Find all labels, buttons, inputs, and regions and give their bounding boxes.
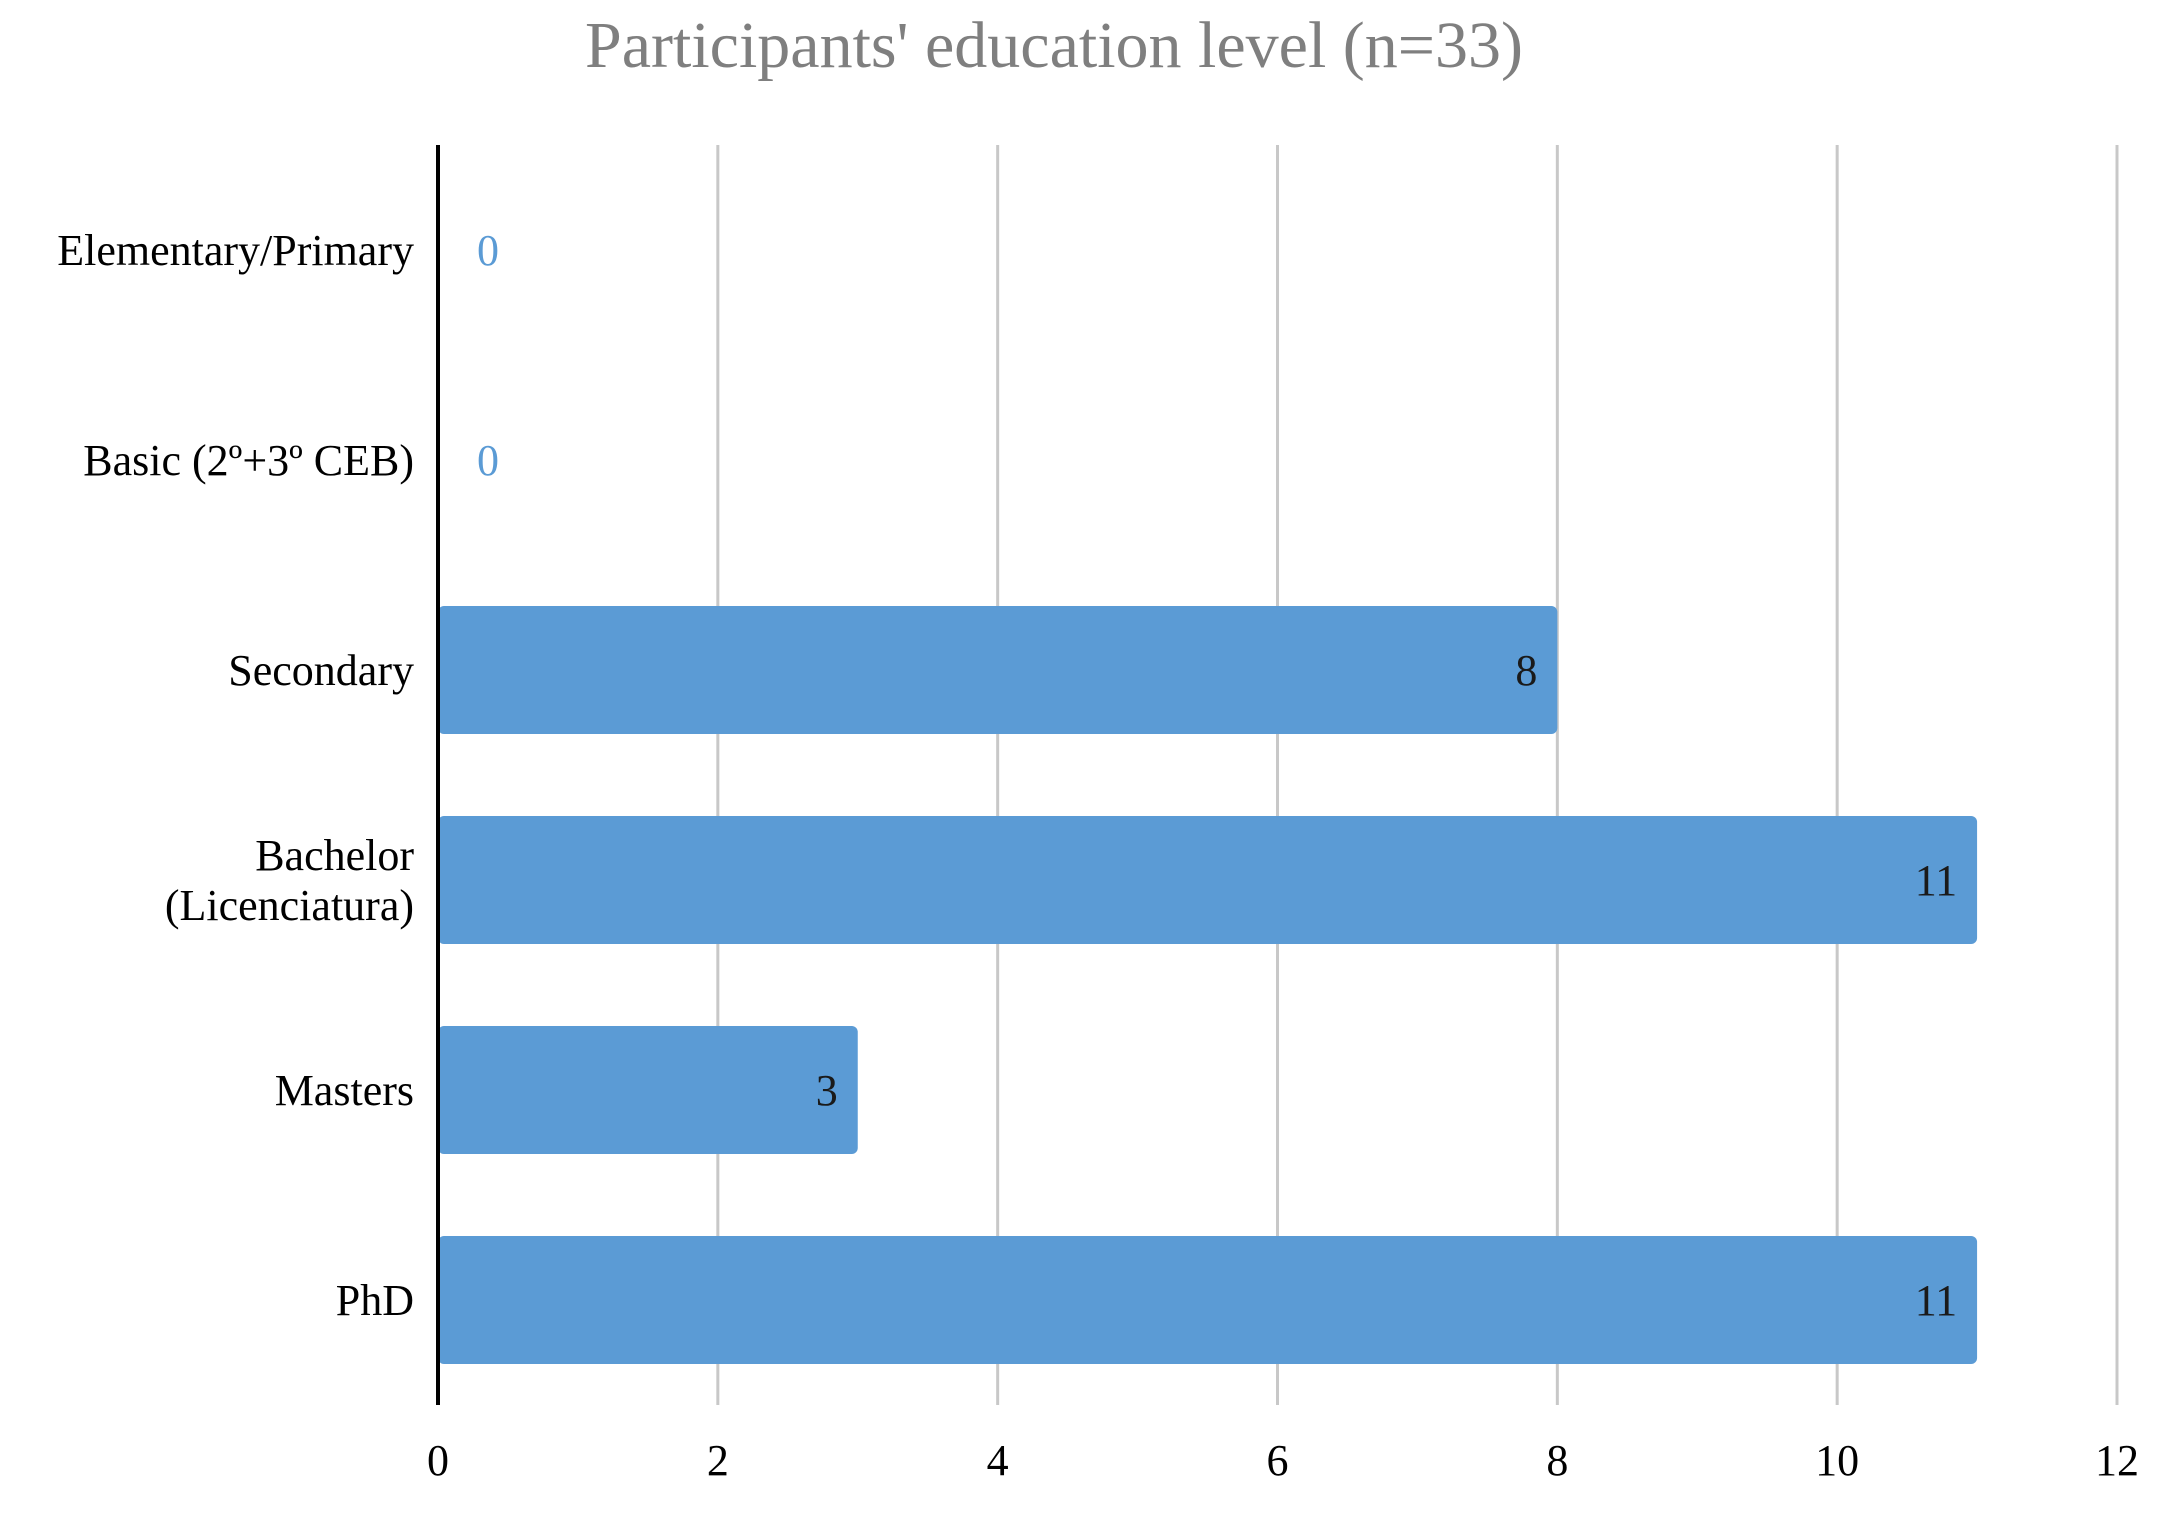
category-label: PhD — [336, 1276, 414, 1325]
bar — [438, 816, 1978, 944]
category-label: Basic (2º+3º CEB) — [83, 436, 414, 485]
x-tick-label: 2 — [707, 1436, 729, 1485]
bars — [438, 606, 1978, 1364]
x-tick-label: 8 — [1546, 1436, 1568, 1485]
data-label: 3 — [816, 1066, 838, 1115]
category-label: Secondary — [228, 646, 414, 695]
category-label: Masters — [275, 1066, 414, 1115]
labels: 0 2 4 6 8 10 12 0 Elementary/Primary 0 Basic (2º+3… — [57, 226, 2139, 1485]
data-label: 0 — [477, 436, 499, 485]
chart-title: Participants' education level (n=33) — [585, 9, 1523, 82]
x-tick-label: 0 — [427, 1436, 449, 1485]
data-label: 11 — [1915, 856, 1957, 905]
bar — [438, 606, 1558, 734]
bar — [438, 1236, 1978, 1364]
x-tick-label: 6 — [1267, 1436, 1289, 1485]
data-label: 11 — [1915, 1276, 1957, 1325]
x-tick-label: 10 — [1815, 1436, 1859, 1485]
bar — [438, 1026, 858, 1154]
data-label: 8 — [1515, 646, 1537, 695]
x-tick-label: 12 — [2095, 1436, 2139, 1485]
category-label: Elementary/Primary — [57, 226, 414, 275]
data-label: 0 — [477, 226, 499, 275]
category-label: Bachelor (Licenciatura) — [165, 831, 415, 930]
x-tick-label: 4 — [987, 1436, 1009, 1485]
gridlines — [716, 145, 2119, 1405]
